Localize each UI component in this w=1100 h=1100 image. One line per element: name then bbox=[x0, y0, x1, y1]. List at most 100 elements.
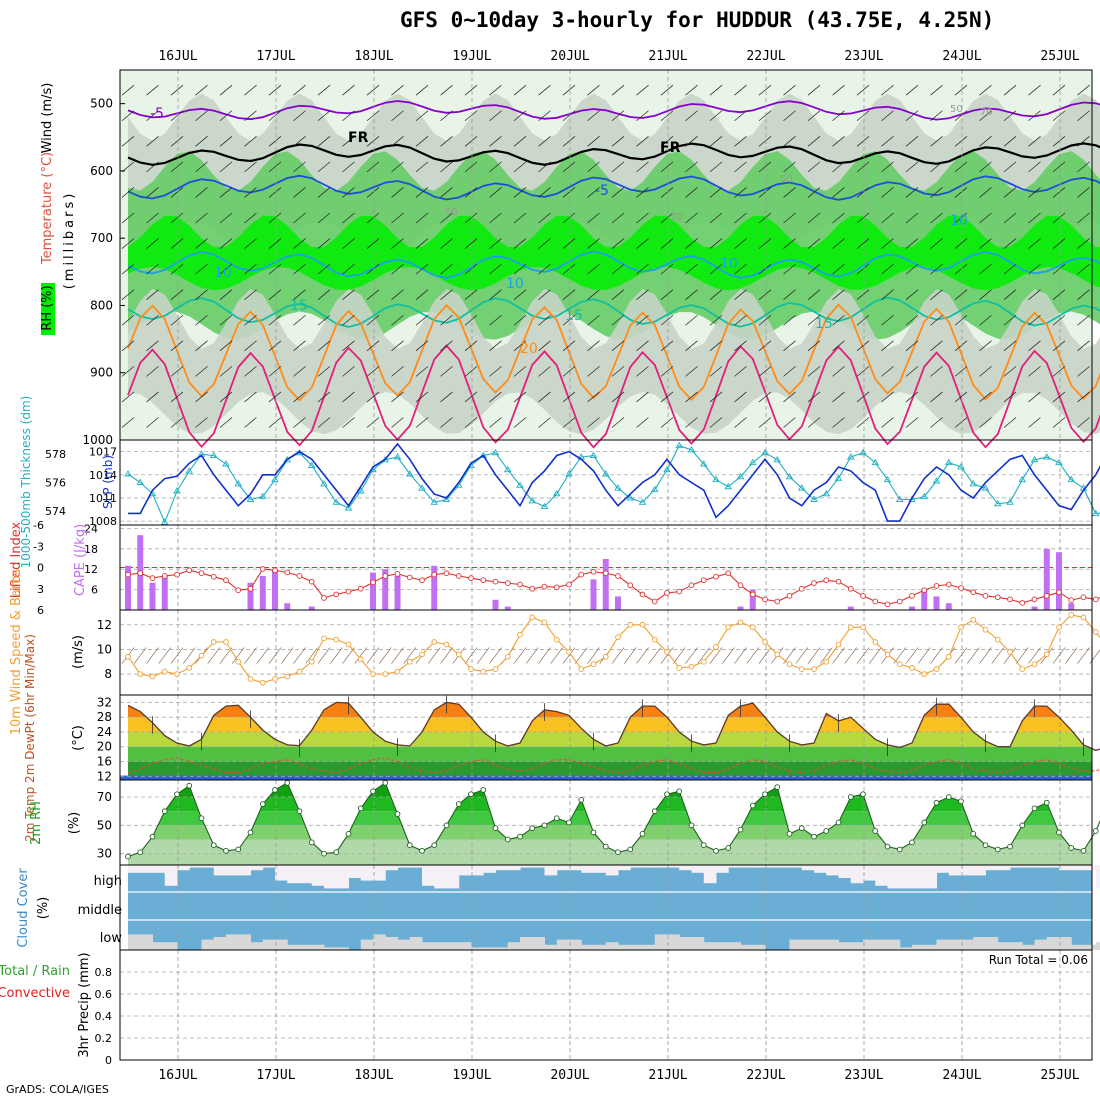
wind-barb bbox=[587, 263, 600, 275]
rh-marker bbox=[811, 833, 817, 840]
wind-barb bbox=[489, 391, 502, 403]
wind-barb bbox=[660, 187, 674, 198]
thickness-marker bbox=[944, 458, 953, 466]
li-tick: -6 bbox=[33, 519, 44, 532]
temp-unit-label: (°C) bbox=[71, 725, 86, 751]
lifted-index-marker bbox=[823, 577, 830, 584]
wind-barb bbox=[734, 110, 747, 122]
wind-barb bbox=[121, 289, 135, 300]
surface-wind-barb bbox=[685, 647, 698, 664]
wind-barb bbox=[489, 84, 502, 96]
wind-barb bbox=[415, 417, 429, 428]
wind-barb bbox=[1003, 391, 1017, 403]
wind-barb bbox=[954, 110, 968, 122]
thickness-axis-label: 1000-500mb Thickness (dm) bbox=[19, 396, 33, 569]
wind-barb bbox=[954, 417, 968, 428]
surface-wind-barb bbox=[954, 647, 968, 664]
wind-barb bbox=[807, 391, 821, 403]
wind-barb bbox=[464, 314, 478, 326]
wind-speed-marker bbox=[627, 621, 634, 628]
high-cloud-block bbox=[458, 865, 472, 876]
wind-speed-marker bbox=[688, 663, 695, 670]
wind-barb bbox=[562, 391, 576, 403]
wind-barb bbox=[562, 289, 576, 300]
rh-color-key bbox=[41, 283, 55, 335]
wind-speed-marker bbox=[700, 658, 707, 665]
low-cloud-block bbox=[618, 944, 631, 950]
surface-wind-barb bbox=[146, 647, 159, 664]
low-cloud-block bbox=[973, 937, 986, 950]
date-label-top: 16JUL bbox=[158, 49, 197, 64]
high-cloud-block bbox=[201, 865, 215, 868]
wind-speed-marker bbox=[639, 621, 646, 628]
wind-barb bbox=[954, 187, 968, 198]
thickness-marker bbox=[185, 467, 194, 474]
wind-barb bbox=[219, 136, 233, 147]
low-cloud-block bbox=[850, 942, 864, 950]
rh-marker bbox=[909, 839, 915, 846]
rh-marker bbox=[198, 815, 205, 822]
wind-speed-marker bbox=[149, 673, 156, 680]
wind-barb bbox=[807, 187, 821, 198]
wind-barb bbox=[268, 366, 282, 377]
lifted-index-marker bbox=[933, 583, 940, 589]
wind-barb bbox=[317, 187, 331, 198]
thickness-marker bbox=[222, 460, 230, 467]
wind-barb bbox=[856, 110, 870, 122]
wind-barb bbox=[1052, 366, 1066, 377]
lifted-index-marker bbox=[149, 575, 156, 581]
low-cloud-block bbox=[801, 939, 815, 950]
wind-barb bbox=[660, 212, 674, 224]
high-cloud-block bbox=[434, 865, 447, 889]
surface-wind-barb bbox=[293, 647, 306, 664]
high-cloud-block bbox=[275, 865, 288, 881]
low-cloud-block bbox=[752, 944, 766, 950]
rh-marker bbox=[982, 842, 989, 849]
lifted-index-marker bbox=[884, 601, 891, 608]
wind-barb bbox=[660, 238, 674, 249]
wind-barb bbox=[1003, 238, 1017, 249]
lifted-index-marker bbox=[774, 598, 781, 605]
wind-barb bbox=[1003, 289, 1017, 300]
wind-barb bbox=[219, 238, 233, 249]
lifted-index-marker bbox=[627, 582, 634, 589]
wind-barb bbox=[293, 314, 306, 326]
wind-barb bbox=[636, 238, 649, 249]
thickness-marker bbox=[687, 446, 696, 453]
temp-tick: 12 bbox=[97, 769, 112, 783]
wind-barb bbox=[856, 263, 870, 275]
wind-barb bbox=[440, 238, 453, 249]
surface-wind-barb bbox=[832, 647, 845, 664]
low-cloud-block bbox=[679, 937, 692, 950]
wind-barb bbox=[685, 136, 698, 147]
rh-marker bbox=[419, 847, 425, 854]
high-cloud-block bbox=[520, 865, 533, 868]
wind-barb bbox=[758, 263, 772, 275]
low-cloud-block bbox=[422, 942, 435, 950]
wind-barb bbox=[758, 136, 772, 147]
high-cloud-block bbox=[1071, 865, 1084, 871]
wind-barb bbox=[489, 417, 502, 428]
rh-marker bbox=[284, 779, 291, 786]
wind-barb bbox=[121, 238, 135, 249]
wind-barb bbox=[513, 417, 527, 428]
slp-line bbox=[128, 442, 1100, 522]
high-cloud-block bbox=[471, 865, 484, 876]
wind-barb bbox=[954, 84, 968, 96]
low-cloud-block bbox=[471, 947, 484, 950]
high-cloud-block bbox=[997, 865, 1011, 871]
wind-barb bbox=[366, 212, 380, 224]
thickness-marker bbox=[712, 475, 720, 483]
lifted-index-marker bbox=[566, 581, 572, 588]
wind-speed-marker bbox=[602, 653, 609, 660]
wind-barb bbox=[440, 391, 453, 403]
low-cloud-block bbox=[985, 937, 999, 950]
wind-barb bbox=[121, 161, 135, 173]
surface-wind-barb bbox=[538, 647, 551, 664]
wind-barb bbox=[758, 340, 772, 352]
thickness-marker bbox=[957, 463, 965, 470]
high-cloud-block bbox=[924, 865, 937, 889]
wind-barb bbox=[146, 161, 159, 173]
wind-barb bbox=[317, 84, 331, 96]
wind-barb bbox=[415, 212, 429, 224]
